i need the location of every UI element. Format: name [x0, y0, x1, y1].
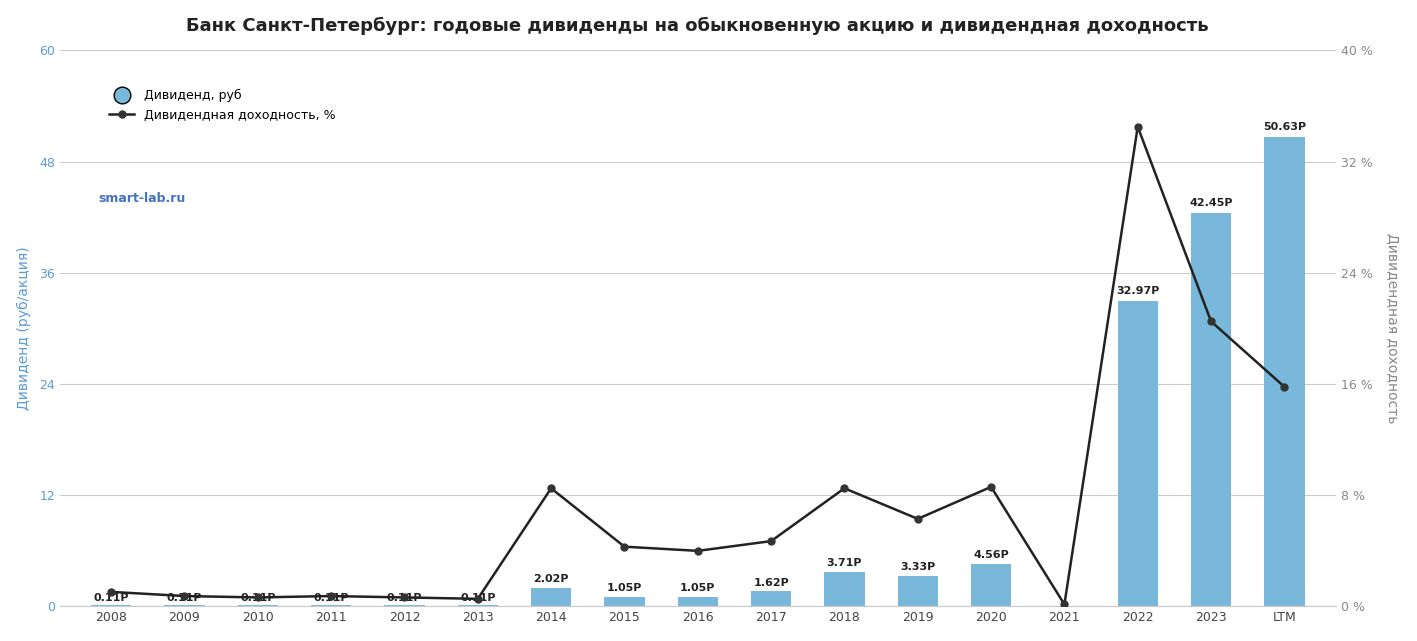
- Title: Банк Санкт-Петербург: годовые дивиденды на обыкновенную акцию и дивидендная дохо: Банк Санкт-Петербург: годовые дивиденды …: [187, 17, 1209, 35]
- Text: 1.62Р: 1.62Р: [754, 578, 789, 588]
- Bar: [1264, 137, 1305, 606]
- Text: 0.11Р: 0.11Р: [461, 593, 496, 603]
- Y-axis label: Дивиденд (руб/акция): Дивиденд (руб/акция): [17, 247, 31, 410]
- Bar: [751, 592, 791, 606]
- Bar: [897, 576, 938, 606]
- Text: 3.71Р: 3.71Р: [826, 558, 862, 569]
- Text: 2.02Р: 2.02Р: [533, 574, 568, 584]
- Bar: [531, 588, 571, 606]
- Bar: [971, 564, 1012, 606]
- Text: 32.97Р: 32.97Р: [1117, 286, 1159, 296]
- Legend: Дивиденд, руб, Дивидендная доходность, %: Дивиденд, руб, Дивидендная доходность, %: [105, 85, 341, 127]
- Bar: [604, 597, 645, 606]
- Text: 4.56Р: 4.56Р: [973, 551, 1009, 560]
- Text: 0.11Р: 0.11Р: [239, 593, 275, 603]
- Text: 0.11Р: 0.11Р: [387, 593, 422, 603]
- Text: 1.05Р: 1.05Р: [606, 583, 642, 593]
- Bar: [1118, 301, 1158, 606]
- Text: 1.05Р: 1.05Р: [680, 583, 716, 593]
- Text: 0.11Р: 0.11Р: [167, 593, 203, 603]
- Text: 3.33Р: 3.33Р: [900, 562, 935, 572]
- Y-axis label: Дивидендная доходность: Дивидендная доходность: [1386, 233, 1400, 424]
- Text: 0.11Р: 0.11Р: [313, 593, 349, 603]
- Bar: [825, 572, 864, 606]
- Text: 50.63Р: 50.63Р: [1263, 122, 1306, 133]
- Text: 42.45Р: 42.45Р: [1189, 198, 1233, 208]
- Bar: [677, 597, 718, 606]
- Text: smart-lab.ru: smart-lab.ru: [98, 192, 186, 205]
- Text: 0.11Р: 0.11Р: [94, 593, 129, 603]
- Bar: [1190, 213, 1231, 606]
